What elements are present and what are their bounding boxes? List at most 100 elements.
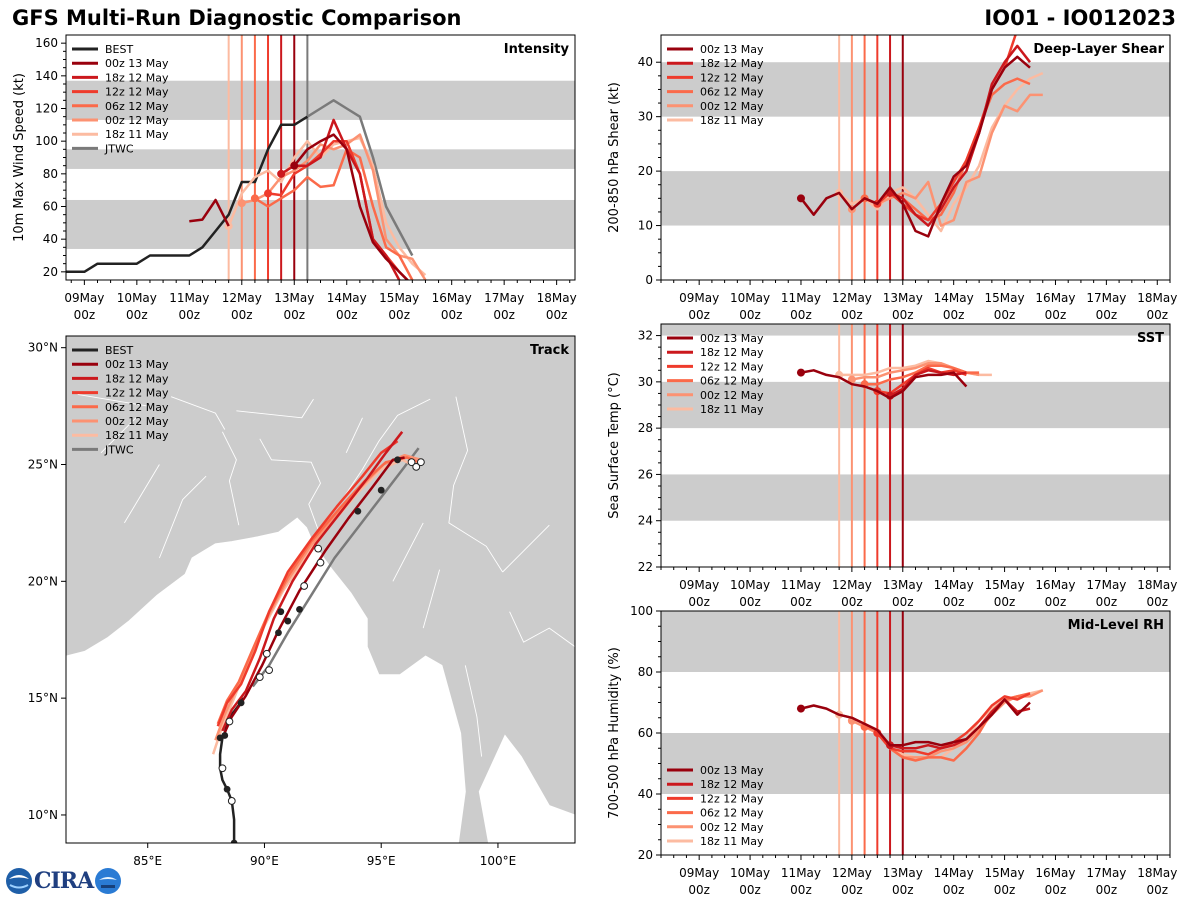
sst-ytick-label: 32 <box>638 329 653 343</box>
intensity-ytick-label: 100 <box>35 134 58 148</box>
shear-ytick-label: 30 <box>638 110 653 124</box>
sst-init-marker <box>886 391 895 400</box>
shear-series-line <box>876 35 1017 222</box>
sst-series-line <box>877 366 967 395</box>
intensity-xtick-label-hour: 00z <box>336 308 358 322</box>
sst-series-line <box>851 362 980 381</box>
track-border-line <box>124 464 160 524</box>
rh-band-0 <box>661 733 1170 794</box>
rh-ytick-label: 20 <box>638 848 653 862</box>
sst-ytick-label: 26 <box>638 467 653 481</box>
rh-series-line <box>876 692 1031 756</box>
shear-series-line <box>864 77 1031 222</box>
intensity-ytick-label: 60 <box>43 200 58 214</box>
intensity-xtick-label-day: 16May <box>432 291 472 305</box>
intensity-init-marker <box>237 199 246 208</box>
track-land <box>66 336 575 843</box>
track-forecast-marker <box>412 462 421 471</box>
rh-title: Mid-Level RH <box>1068 618 1164 633</box>
rh-plot-area <box>661 611 1170 855</box>
track-border-line <box>392 522 424 582</box>
rh-series-line <box>851 689 1044 759</box>
track-border-line <box>170 396 226 430</box>
sst-xtick-label-day: 16May <box>1035 578 1075 592</box>
intensity-xtick-label-day: 17May <box>484 291 524 305</box>
shear-xtick-label-hour: 00z <box>739 308 761 322</box>
sst-xtick-label-hour: 00z <box>841 595 863 609</box>
sst-init-marker <box>860 380 869 389</box>
sst-xtick-label-day: 12May <box>832 578 872 592</box>
intensity-init-marker <box>224 222 233 231</box>
intensity-xtick-label-hour: 00z <box>179 308 201 322</box>
track-series-line <box>214 453 422 741</box>
intensity-xtick-label-day: 12May <box>222 291 262 305</box>
track-forecast-marker <box>314 544 323 553</box>
rh-series-line <box>889 698 1031 750</box>
sst-init-marker <box>847 375 856 384</box>
track-series-line <box>221 431 404 732</box>
intensity-series-line <box>66 115 309 274</box>
intensity-band-2 <box>66 80 575 120</box>
intensity-plot-area <box>66 35 575 280</box>
rh-xtick-label-hour: 00z <box>1045 883 1067 897</box>
track-border-line <box>448 396 503 573</box>
sst-xtick-label-day: 09May <box>679 578 719 592</box>
rh-init-marker <box>873 729 882 737</box>
track-border-line <box>317 398 431 531</box>
shear-xtick-label-hour: 00z <box>1146 308 1168 322</box>
shear-ytick-label: 20 <box>638 164 653 178</box>
sst-xtick-label-hour: 00z <box>943 595 965 609</box>
sst-xtick-label-day: 10May <box>730 578 770 592</box>
intensity-series-line <box>241 133 427 280</box>
track-legend-label: 00z 12 May <box>105 415 169 428</box>
intensity-xtick-label-day: 10May <box>117 291 157 305</box>
track-forecast-marker <box>416 458 425 467</box>
track-ocean <box>66 336 575 843</box>
track-frame <box>65 335 576 844</box>
shear-legend-label: 00z 12 May <box>700 100 764 113</box>
intensity-band-1 <box>66 149 575 169</box>
rh-init-marker <box>796 704 805 713</box>
track-position-marker <box>230 839 238 843</box>
rh-xtick-label-hour: 00z <box>1096 883 1118 897</box>
rh-ytick-label: 80 <box>638 665 653 679</box>
rh-xtick-label-hour: 00z <box>994 883 1016 897</box>
track-forecast-marker <box>225 717 234 726</box>
storm-id-title: IO01 - IO012023 <box>984 6 1176 30</box>
track-forecast-marker <box>227 797 236 805</box>
sst-legend-label: 00z 13 May <box>700 332 764 345</box>
shear-xtick-label-hour: 00z <box>1096 308 1118 322</box>
intensity-xtick-label-hour: 00z <box>74 308 96 322</box>
shear-xtick-label-day: 10May <box>730 291 770 305</box>
intensity-xtick-label-day: 13May <box>274 291 314 305</box>
shear-series-line <box>838 71 1044 233</box>
shear-xtick-label-hour: 00z <box>1045 308 1067 322</box>
track-series-line <box>216 456 420 725</box>
sst-legend-label: 00z 12 May <box>700 389 764 402</box>
shear-legend-label: 00z 13 May <box>700 43 764 56</box>
track-position-marker <box>296 605 303 613</box>
rh-xtick-label-day: 13May <box>883 866 923 880</box>
sst-plot-area <box>661 324 1170 567</box>
sst-xtick-label-hour: 00z <box>994 595 1016 609</box>
track-series-line <box>218 697 245 843</box>
sst-xtick-label-day: 17May <box>1086 578 1126 592</box>
shear-xtick-label-day: 13May <box>883 291 923 305</box>
cira-emblem-icon <box>95 868 122 894</box>
intensity-legend-label: 06z 12 May <box>105 100 169 113</box>
track-legend-label: JTWC <box>104 443 134 456</box>
rh-xtick-label-day: 09May <box>679 866 719 880</box>
sst-frame <box>660 323 1171 568</box>
intensity-legend-label: 12z 12 May <box>105 86 169 99</box>
sst-ytick-label: 22 <box>638 560 653 574</box>
intensity-xtick-label-hour: 00z <box>493 308 515 322</box>
rh-xtick-label-hour: 00z <box>688 883 710 897</box>
intensity-series-line <box>306 99 414 257</box>
shear-band-0 <box>661 171 1170 226</box>
sst-xtick-label-hour: 00z <box>1146 595 1168 609</box>
track-legend-label: 18z 11 May <box>105 429 169 442</box>
intensity-init-marker <box>290 161 299 170</box>
track-ytick-label: 30°N <box>28 341 58 355</box>
intensity-init-marker <box>264 189 273 198</box>
shear-xtick-label-day: 18May <box>1137 291 1177 305</box>
